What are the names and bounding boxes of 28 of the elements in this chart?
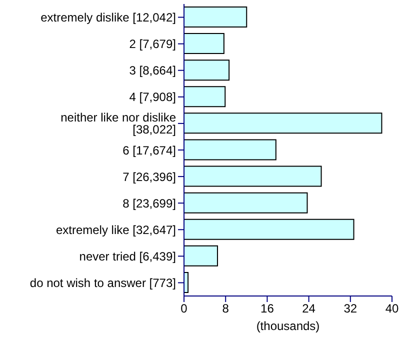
bar — [184, 86, 226, 108]
x-tick-label: 8 — [222, 302, 230, 316]
bar — [184, 192, 308, 214]
x-tick-label: 24 — [302, 302, 316, 316]
y-tick-label: never tried [6,439] — [79, 249, 176, 264]
bar — [184, 218, 354, 240]
bar — [184, 245, 218, 266]
y-tick-label: do not wish to answer [773] — [30, 276, 176, 290]
y-tick-label: 6 [17,674] — [122, 143, 176, 158]
bar — [184, 33, 224, 54]
bar — [184, 6, 248, 28]
bar — [184, 166, 322, 187]
y-tick-label: 3 [8,664] — [129, 64, 176, 78]
x-tick-label: 16 — [260, 302, 274, 316]
bar — [184, 112, 382, 134]
y-tick-label: neither like nor dislike [38,022] — [60, 110, 176, 137]
y-tick-label: 4 [7,908] — [129, 90, 176, 104]
y-tick-label: extremely dislike [12,042] — [40, 10, 176, 25]
bar — [184, 139, 276, 160]
y-tick-label: 2 [7,679] — [129, 37, 176, 52]
x-tick-label: 40 — [385, 302, 399, 316]
x-tick-label: 32 — [344, 302, 358, 316]
x-tick-label: 0 — [180, 302, 188, 316]
bar — [184, 60, 230, 81]
y-tick-label: 7 [26,396] — [122, 170, 176, 184]
y-tick-label: extremely like [32,647] — [56, 222, 176, 237]
y-tick-label: 8 [23,699] — [122, 196, 176, 210]
x-axis-title: (thousands) — [256, 319, 320, 333]
